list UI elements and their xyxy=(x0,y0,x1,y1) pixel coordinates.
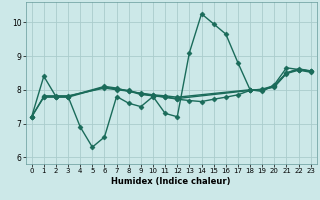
X-axis label: Humidex (Indice chaleur): Humidex (Indice chaleur) xyxy=(111,177,231,186)
